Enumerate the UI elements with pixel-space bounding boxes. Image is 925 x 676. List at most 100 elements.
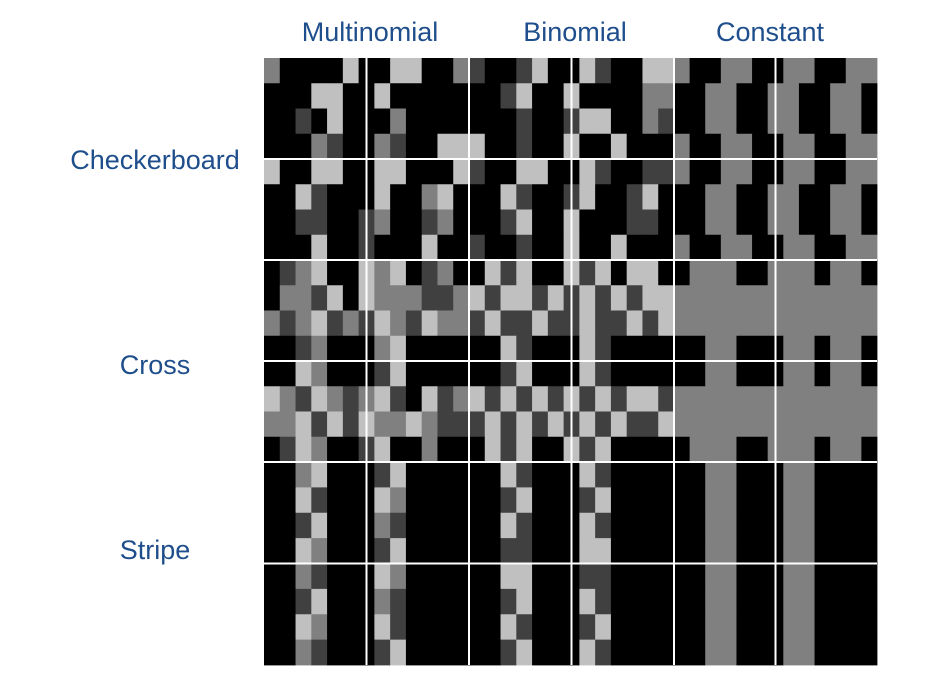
pixel-cell xyxy=(342,310,360,337)
pixel-cell xyxy=(705,335,722,362)
pixel-cell xyxy=(390,512,407,539)
pixel-cell xyxy=(484,639,501,666)
pixel-cell xyxy=(595,335,612,362)
pixel-cell xyxy=(845,234,862,261)
pixel-cell xyxy=(736,563,753,590)
pixel-cell xyxy=(405,386,423,412)
pixel-cell xyxy=(311,285,328,311)
pixel-cell xyxy=(405,260,423,286)
pixel-cell xyxy=(311,386,328,412)
pixel-cell xyxy=(752,335,769,362)
pixel-cell xyxy=(532,234,549,261)
pixel-cell xyxy=(295,588,312,615)
pixel-cell xyxy=(547,234,565,261)
pixel-cell xyxy=(689,285,706,311)
pixel-cell xyxy=(453,234,470,261)
pixel-cell xyxy=(814,133,831,160)
pixel-cell xyxy=(405,512,423,539)
pixel-cell xyxy=(453,588,470,615)
pixel-cell xyxy=(610,361,628,387)
pixel-cell xyxy=(752,614,769,641)
pixel-cell xyxy=(421,335,438,362)
pixel-cell xyxy=(783,639,800,666)
pixel-cell xyxy=(311,462,328,488)
pixel-cell xyxy=(374,310,391,337)
pixel-cell xyxy=(311,83,328,109)
pixel-cell xyxy=(437,260,454,286)
pixel-cell xyxy=(595,285,612,311)
pixel-cell xyxy=(342,538,360,564)
pixel-cell xyxy=(469,411,486,438)
pixel-cell xyxy=(830,108,847,135)
pixel-cell xyxy=(830,436,847,463)
pixel-cell xyxy=(720,260,737,286)
pixel-cell xyxy=(626,285,643,311)
pixel-cell xyxy=(579,639,596,666)
pixel-cell xyxy=(264,133,281,160)
pixel-cell xyxy=(484,234,501,261)
pixel-cell xyxy=(437,462,454,488)
pixel-cell xyxy=(532,335,549,362)
pixel-cell xyxy=(516,462,533,488)
pixel-cell xyxy=(547,83,565,109)
pixel-cell xyxy=(374,209,391,236)
pixel-cell xyxy=(532,260,549,286)
pixel-cell xyxy=(861,83,878,109)
pixel-cell xyxy=(469,310,486,337)
pixel-cell xyxy=(626,487,643,514)
pixel-cell xyxy=(405,108,423,135)
pixel-cell xyxy=(720,83,737,109)
pixel-cell xyxy=(658,588,675,615)
pixel-cell xyxy=(484,512,501,539)
pixel-cell xyxy=(469,639,486,666)
pixel-cell xyxy=(547,487,565,514)
pixel-cell xyxy=(295,285,312,311)
pixel-cell xyxy=(830,184,847,210)
pixel-cell xyxy=(752,159,769,185)
pixel-cell xyxy=(798,487,815,514)
pixel-cell xyxy=(610,83,628,109)
pixel-cell xyxy=(674,462,691,488)
pixel-cell xyxy=(579,361,596,387)
pixel-cell xyxy=(642,58,659,84)
pixel-cell xyxy=(453,512,470,539)
pixel-cell xyxy=(861,335,878,362)
pixel-cell xyxy=(342,159,360,185)
pixel-cell xyxy=(736,83,753,109)
pixel-cell xyxy=(484,361,501,387)
pixel-cell xyxy=(752,436,769,463)
pixel-cell xyxy=(705,58,722,84)
pixel-cell xyxy=(610,462,628,488)
pixel-cell xyxy=(783,335,800,362)
pixel-cell xyxy=(610,512,628,539)
pixel-cell xyxy=(798,588,815,615)
pixel-cell xyxy=(516,83,533,109)
pixel-cell xyxy=(830,512,847,539)
pixel-cell xyxy=(469,614,486,641)
pixel-cell xyxy=(579,108,596,135)
pixel-cell xyxy=(736,159,753,185)
pixel-cell xyxy=(642,234,659,261)
pixel-cell xyxy=(469,260,486,286)
pixel-cell xyxy=(642,512,659,539)
pixel-cell xyxy=(469,563,486,590)
pixel-cell xyxy=(610,184,628,210)
pixel-cell xyxy=(642,563,659,590)
pixel-cell xyxy=(437,614,454,641)
pixel-cell xyxy=(830,159,847,185)
pixel-cell xyxy=(642,614,659,641)
panel-checkerboard-multinomial xyxy=(264,58,470,261)
pixel-cell xyxy=(610,386,628,412)
pixel-cell xyxy=(437,588,454,615)
pixel-cell xyxy=(783,209,800,236)
pixel-cell xyxy=(626,58,643,84)
pixel-cell xyxy=(689,487,706,514)
pixel-cell xyxy=(469,538,486,564)
pixel-cell xyxy=(437,108,454,135)
pixel-cell xyxy=(532,639,549,666)
pixel-cell xyxy=(279,133,296,160)
pixel-cell xyxy=(579,209,596,236)
pixel-cell xyxy=(264,58,281,84)
pixel-cell xyxy=(327,310,344,337)
pixel-cell xyxy=(342,335,360,362)
